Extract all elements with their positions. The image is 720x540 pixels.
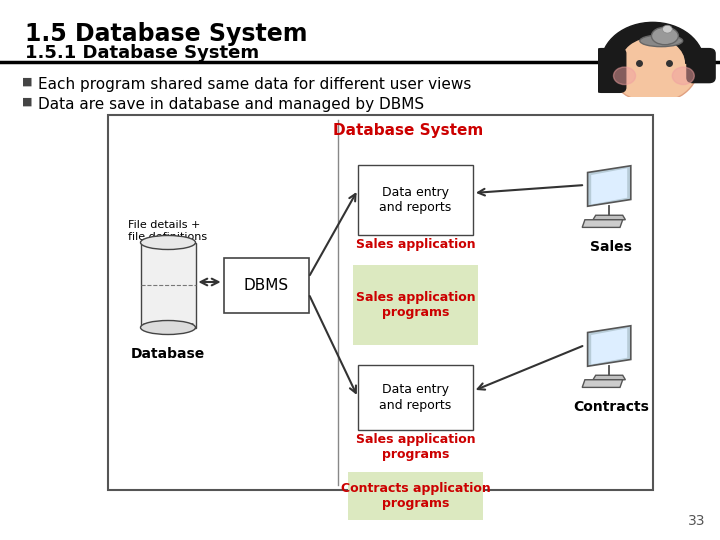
Text: Sales application
programs: Sales application programs [356,433,475,461]
Text: ■: ■ [22,77,32,87]
Text: ■: ■ [22,97,32,107]
Text: Sales: Sales [590,240,632,254]
FancyBboxPatch shape [595,49,626,92]
FancyBboxPatch shape [140,242,196,327]
Text: Data entry
and reports: Data entry and reports [379,383,451,411]
Ellipse shape [640,35,683,46]
FancyBboxPatch shape [687,49,715,83]
Text: Each program shared same data for different user views: Each program shared same data for differ… [38,77,472,92]
Text: 1.5 Database System: 1.5 Database System [25,22,307,46]
Polygon shape [593,375,626,380]
Text: Sales application
programs: Sales application programs [356,291,475,319]
Polygon shape [591,168,627,205]
Text: Database: Database [131,348,205,361]
Text: File details +
file definitions: File details + file definitions [128,220,207,242]
FancyBboxPatch shape [358,365,473,430]
Text: DBMS: DBMS [243,278,289,293]
Polygon shape [593,215,626,220]
Wedge shape [601,22,704,63]
Circle shape [662,25,672,33]
Text: 33: 33 [688,514,705,528]
Ellipse shape [140,235,196,249]
Ellipse shape [652,27,678,45]
Text: Contracts: Contracts [573,400,649,414]
FancyBboxPatch shape [348,472,483,520]
Text: Database System: Database System [333,123,483,138]
Polygon shape [582,380,623,387]
Polygon shape [582,220,623,227]
Ellipse shape [140,321,196,334]
FancyBboxPatch shape [358,165,473,235]
Circle shape [610,33,698,103]
Text: Data entry
and reports: Data entry and reports [379,186,451,214]
Circle shape [613,67,636,85]
FancyBboxPatch shape [223,258,308,313]
Polygon shape [588,166,631,206]
Text: Contracts application
programs: Contracts application programs [341,482,490,510]
Polygon shape [588,326,631,366]
Circle shape [672,67,694,85]
Text: 1.5.1 Database System: 1.5.1 Database System [25,44,259,62]
Polygon shape [591,328,627,364]
FancyBboxPatch shape [353,265,478,345]
Text: Data are save in database and managed by DBMS: Data are save in database and managed by… [38,97,424,112]
Text: Sales application: Sales application [356,238,475,251]
FancyBboxPatch shape [108,115,653,490]
